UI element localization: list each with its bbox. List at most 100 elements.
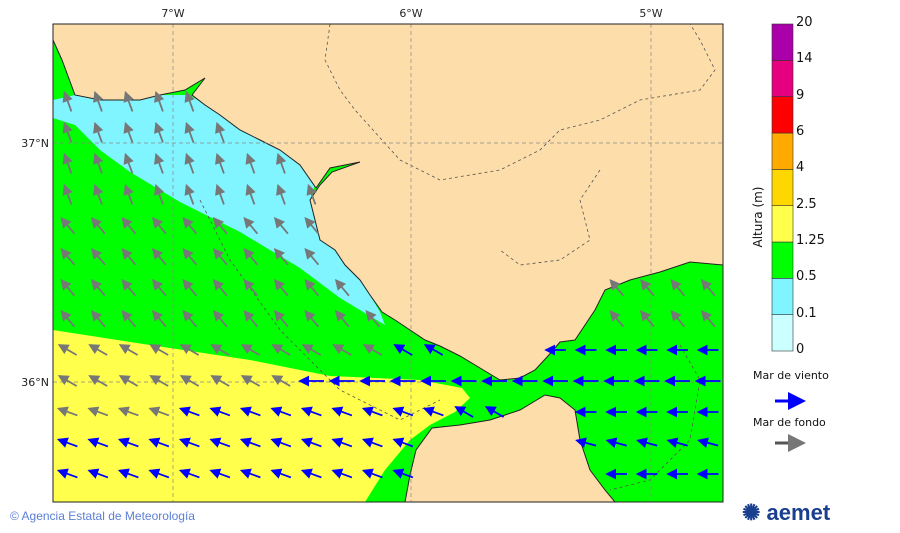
swell-arrow	[123, 121, 134, 143]
swell-arrow	[184, 183, 195, 205]
swell-arrow	[154, 90, 165, 112]
swell-arrow	[62, 90, 73, 112]
wind-sea-arrow	[392, 468, 414, 479]
swell-arrow	[276, 183, 287, 205]
swell-arrow	[182, 309, 198, 328]
swell-arrow	[609, 278, 625, 297]
swell-arrow	[151, 309, 167, 328]
lat-label: 37°N	[21, 137, 49, 150]
wind-sea-arrow	[300, 406, 322, 417]
wind-sea-arrow	[331, 406, 353, 417]
colorbar-tick: 20	[796, 15, 813, 30]
swell-arrow	[60, 278, 76, 297]
colorbar-band	[771, 241, 794, 279]
borders	[199, 24, 716, 491]
swell-arrow	[243, 309, 259, 328]
swell-arrow	[304, 278, 320, 297]
wind-sea-arrow	[178, 406, 200, 417]
swell-arrow	[149, 375, 169, 387]
wind-sea-arrow	[209, 468, 231, 479]
swell-arrow	[62, 121, 73, 143]
swell-arrow	[57, 375, 78, 387]
logo-text: aemet	[766, 500, 831, 525]
swell-arrow	[121, 247, 137, 266]
legend-swell: Mar de fondo	[753, 416, 826, 429]
swell-arrow	[273, 309, 289, 328]
wind-sea-arrow	[484, 406, 505, 418]
colorbar-band	[771, 23, 794, 61]
swell-arrow	[245, 183, 256, 205]
swell-arrow	[87, 406, 109, 417]
sea-yellow-region	[53, 330, 470, 502]
swell-arrow	[212, 278, 228, 297]
colorbar-tick: 0.5	[796, 269, 817, 285]
swell-arrow	[121, 309, 137, 328]
wind-sea-arrow	[270, 406, 292, 417]
swell-arrow	[182, 278, 198, 297]
swell-arrow	[332, 344, 352, 356]
swell-arrow	[118, 344, 139, 356]
colorbar-band	[771, 60, 794, 97]
wind-sea-arrow	[393, 344, 413, 356]
colorbar-band	[771, 132, 794, 170]
wind-sea-arrow	[239, 406, 261, 417]
swell-arrow	[271, 344, 291, 356]
swell-arrow	[90, 309, 106, 328]
swell-arrow	[151, 247, 167, 266]
swell-arrow	[240, 344, 261, 356]
swell-arrow	[123, 90, 134, 112]
colorbar-band	[771, 314, 794, 352]
wind-sea-arrow	[331, 437, 353, 448]
swell-arrow	[212, 216, 228, 235]
swell-arrow	[243, 216, 259, 235]
wind-sea-arrow	[209, 437, 231, 448]
swell-arrow	[56, 406, 78, 417]
swell-arrow	[88, 375, 108, 387]
swell-arrow	[154, 152, 165, 174]
swell-arrow	[365, 309, 381, 328]
lon-label: 6°W	[399, 7, 422, 20]
sea-cyan-region	[53, 95, 385, 325]
lon-label: 5°W	[639, 7, 662, 20]
swell-arrow	[184, 121, 195, 143]
swell-arrow	[670, 309, 686, 328]
wind-sea-arrow	[56, 468, 78, 479]
swell-arrow	[93, 90, 104, 112]
swell-arrow	[670, 278, 686, 297]
swell-arrow	[184, 152, 195, 174]
wind-sea-arrow	[178, 468, 200, 479]
swell-arrow	[121, 278, 137, 297]
wind-sea-arrow	[270, 468, 292, 479]
colorbar-tick: 14	[796, 51, 813, 67]
colorbar-band	[771, 96, 794, 134]
swell-arrow	[215, 152, 226, 174]
wind-sea-arrow	[331, 468, 353, 479]
swell-arrow	[210, 375, 230, 387]
swell-arrow	[62, 152, 73, 174]
colorbar-tick: 1.25	[796, 233, 825, 248]
swell-arrow	[90, 278, 106, 297]
colorbar-band	[771, 205, 794, 243]
swell-arrow	[93, 152, 104, 174]
wind-sea-arrow	[454, 406, 474, 418]
wind-sea-arrow	[87, 468, 109, 479]
wind-sea-arrow	[209, 406, 231, 417]
swell-arrow	[243, 247, 259, 266]
swell-arrow	[240, 375, 261, 387]
wind-sea-arrow	[361, 468, 383, 479]
swell-arrow	[700, 278, 716, 297]
colorbar-band	[771, 169, 794, 206]
wind-sea-arrow	[239, 468, 261, 479]
swell-arrow	[123, 183, 134, 205]
swell-arrow	[182, 216, 198, 235]
swell-arrow	[215, 183, 226, 205]
wind-sea-arrow	[666, 437, 688, 448]
wind-sea-arrow	[300, 468, 322, 479]
swell-arrow	[273, 247, 289, 266]
wind-sea-arrow	[605, 437, 627, 448]
swell-arrow	[60, 247, 76, 266]
wind-sea-arrow	[392, 437, 414, 448]
swell-arrow	[93, 121, 104, 143]
swell-arrow	[245, 152, 256, 174]
